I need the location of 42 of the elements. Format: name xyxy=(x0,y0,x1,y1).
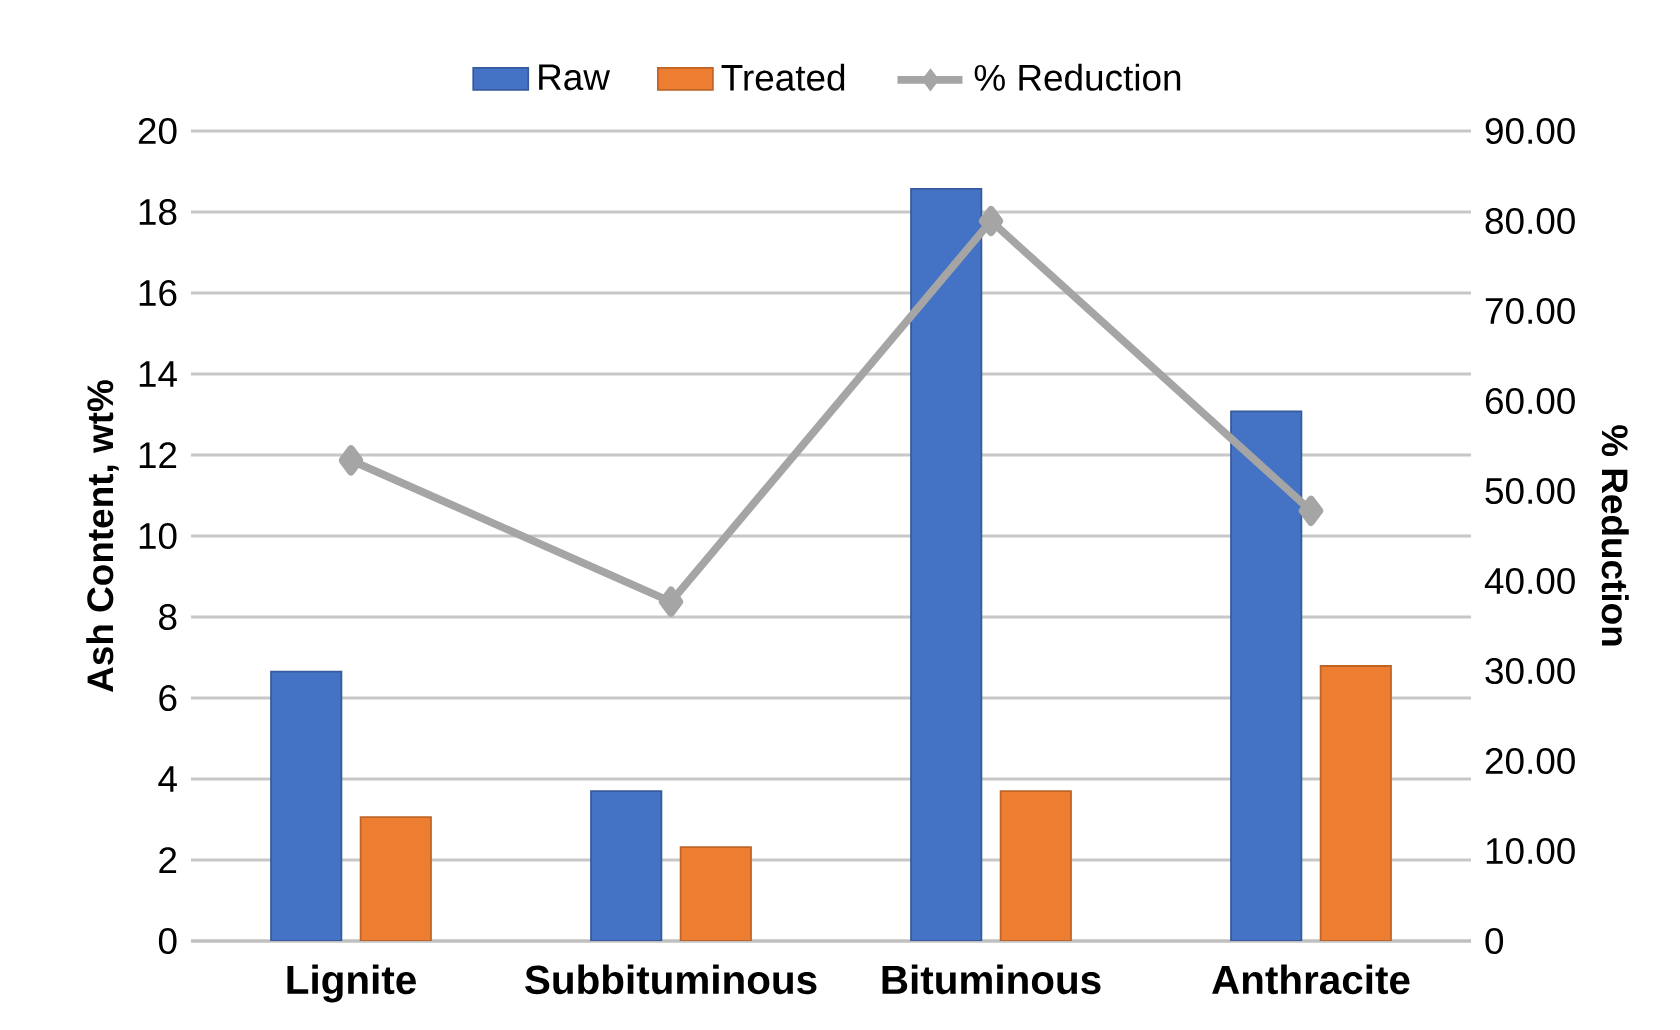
x-tick-label: Subbituminous xyxy=(525,964,817,995)
y-tick-label: 2 xyxy=(159,847,177,873)
point xyxy=(1298,495,1324,526)
point xyxy=(338,445,364,476)
y2-tick-label: 90.00 xyxy=(1485,117,1575,145)
y2-tick-label: 40.00 xyxy=(1484,567,1575,595)
point xyxy=(978,205,1004,237)
bar xyxy=(910,188,983,941)
y-tick-label: 8 xyxy=(159,603,177,631)
bar xyxy=(590,790,663,941)
legend-label: Treated xyxy=(721,63,845,91)
y2-tick-label: 80.00 xyxy=(1485,207,1575,235)
legend-label: % Reduction xyxy=(974,63,1181,91)
y-tick-label: 0 xyxy=(158,927,177,955)
y2-tick-label: 10.00 xyxy=(1486,837,1575,865)
y-tick-label: 18 xyxy=(139,198,177,226)
y2-tick-label: 50.00 xyxy=(1485,477,1575,505)
y-tick-label: 20 xyxy=(138,117,177,145)
y2-tick-label: 0 xyxy=(1485,927,1504,955)
y2-tick-label: 60.00 xyxy=(1485,387,1575,415)
bar xyxy=(999,790,1072,941)
y-tick-label: 14 xyxy=(139,361,177,387)
y-tick-label: 16 xyxy=(139,279,177,307)
x-tick-label: Anthracite xyxy=(1212,964,1410,995)
y-tick-label: 6 xyxy=(159,684,177,712)
y-tick-label: 4 xyxy=(158,766,177,792)
x-tick-label: Bituminous xyxy=(882,964,1101,995)
bar xyxy=(1319,665,1392,941)
bar xyxy=(1230,410,1303,941)
y2-axis-title: % Reduction xyxy=(1601,425,1629,646)
bar xyxy=(359,816,432,941)
y-tick-label: 10 xyxy=(139,522,177,550)
point xyxy=(658,586,684,617)
bar xyxy=(679,846,752,941)
y2-tick-label: 70.00 xyxy=(1485,297,1575,325)
legend-label: Raw xyxy=(539,64,611,91)
y-tick-label: 12 xyxy=(139,442,177,468)
x-tick-label: Lignite xyxy=(287,964,416,1003)
bar xyxy=(270,670,343,941)
y2-tick-label: 20.00 xyxy=(1485,747,1575,775)
y2-tick-label: 30.00 xyxy=(1485,657,1575,685)
y-axis-title: Ash Content, wt% xyxy=(86,380,119,692)
